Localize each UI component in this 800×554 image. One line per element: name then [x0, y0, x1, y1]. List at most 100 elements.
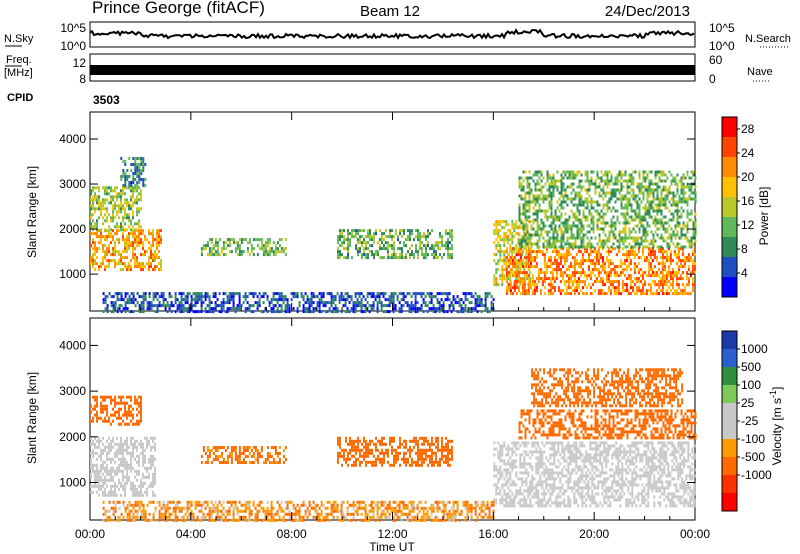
echo-cell: [380, 304, 383, 308]
echo-cell: [128, 445, 130, 449]
echo-cell: [584, 200, 587, 204]
echo-cell: [130, 413, 132, 417]
echo-cell: [447, 253, 449, 257]
echo-cell: [646, 191, 649, 195]
echo-cell: [390, 295, 393, 299]
echo-cell: [96, 247, 98, 251]
echo-cell: [540, 218, 543, 222]
echo-cell: [108, 442, 110, 446]
echo-cell: [296, 307, 299, 311]
echo-cell: [134, 222, 136, 226]
echo-cell: [354, 307, 357, 311]
echo-cell: [555, 253, 558, 257]
echo-cell: [126, 395, 128, 399]
echo-cell: [140, 253, 142, 257]
echo-cell: [114, 401, 116, 405]
echo-cell: [138, 241, 140, 245]
echo-cell: [466, 298, 469, 302]
echo-cell: [474, 307, 477, 311]
echo-cell: [226, 298, 229, 302]
echo-cell: [244, 298, 247, 302]
echo-cell: [136, 157, 139, 160]
echo-cell: [634, 200, 637, 204]
echo-cell: [656, 245, 659, 249]
echo-cell: [522, 212, 525, 216]
echo-cell: [190, 295, 193, 299]
echo-cell: [521, 271, 524, 275]
echo-cell: [254, 238, 257, 242]
echo-cell: [284, 253, 287, 257]
echo-cell: [653, 250, 656, 254]
echo-cell: [196, 301, 199, 305]
echo-cell: [622, 230, 625, 234]
echo-cell: [523, 277, 526, 281]
echo-cell: [240, 241, 243, 245]
echo-cell: [386, 304, 389, 308]
echo-cell: [660, 188, 663, 192]
echo-cell: [520, 185, 523, 189]
echo-cell: [96, 484, 98, 488]
echo-cell: [106, 439, 108, 443]
echo-cell: [684, 200, 687, 204]
echo-cell: [637, 271, 640, 275]
echo-cell: [600, 239, 603, 243]
echo-cell: [486, 310, 489, 314]
echo-cell: [407, 250, 409, 254]
echo-cell: [690, 218, 693, 222]
echo-cell: [633, 292, 636, 296]
echo-cell: [110, 490, 112, 494]
echo-cell: [108, 186, 110, 190]
echo-cell: [538, 233, 541, 237]
echo-cell: [100, 475, 102, 479]
echo-cell: [527, 259, 530, 263]
echo-cell: [562, 188, 565, 192]
echo-cell: [609, 292, 612, 296]
echo-cell: [470, 292, 473, 296]
nsky-line: [89, 28, 695, 40]
echo-cell: [589, 262, 592, 266]
echo-cell: [366, 295, 369, 299]
echo-cell: [527, 247, 530, 251]
echo-cell: [667, 280, 670, 284]
echo-cell: [96, 404, 98, 408]
echo-cell: [515, 262, 518, 266]
echo-cell: [220, 307, 223, 311]
echo-cell: [274, 304, 277, 308]
echo-cell: [388, 310, 391, 314]
echo-cell: [234, 458, 237, 461]
echo-cell: [326, 292, 329, 296]
echo-cell: [410, 304, 413, 308]
echo-cell: [341, 448, 343, 452]
echo-cell: [216, 247, 219, 251]
echo-cell: [256, 449, 259, 452]
echo-cell: [104, 201, 106, 205]
echo-cell: [590, 182, 593, 186]
echo-cell: [156, 304, 159, 308]
echo-cell: [214, 449, 217, 452]
echo-cell: [668, 170, 671, 174]
echo-cell: [160, 238, 162, 242]
echo-cell: [266, 446, 269, 449]
echo-cell: [226, 244, 229, 248]
echo-cell: [304, 310, 307, 314]
echo-cell: [628, 176, 631, 180]
echo-cell: [100, 207, 102, 211]
echo-cell: [320, 295, 323, 299]
echo-cell: [615, 271, 618, 275]
echo-cell: [148, 256, 150, 260]
echo-cell: [507, 238, 510, 242]
echo-cell: [566, 221, 569, 225]
echo-cell: [530, 227, 533, 231]
echo-cell: [417, 253, 419, 257]
echo-cell: [388, 301, 391, 305]
echo-cell: [200, 253, 203, 257]
echo-cell: [613, 274, 616, 278]
echo-cell: [452, 298, 455, 302]
echo-cell: [550, 215, 553, 219]
echo-cell: [262, 244, 265, 248]
echo-cell: [112, 219, 114, 223]
echo-cell: [128, 413, 130, 417]
echo-cell: [436, 292, 439, 296]
echo-cell: [210, 247, 213, 251]
echo-cell: [208, 295, 211, 299]
